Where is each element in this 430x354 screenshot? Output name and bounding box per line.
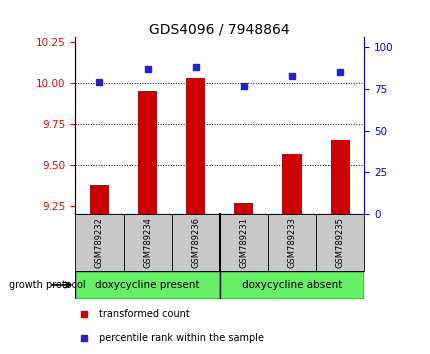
Text: growth protocol: growth protocol <box>9 280 85 290</box>
Bar <box>315 214 363 271</box>
Bar <box>171 214 219 271</box>
Bar <box>138 91 157 214</box>
Bar <box>219 214 267 271</box>
Bar <box>282 154 301 214</box>
Bar <box>186 78 205 214</box>
Text: percentile rank within the sample: percentile rank within the sample <box>98 332 263 343</box>
Bar <box>267 214 315 271</box>
Text: GSM789231: GSM789231 <box>239 217 248 268</box>
Text: doxycycline present: doxycycline present <box>95 280 200 290</box>
Bar <box>75 271 219 299</box>
Bar <box>89 185 109 214</box>
Text: GSM789235: GSM789235 <box>335 217 344 268</box>
Bar <box>75 214 123 271</box>
Text: GSM789232: GSM789232 <box>95 217 104 268</box>
Text: doxycycline absent: doxycycline absent <box>241 280 341 290</box>
Bar <box>219 271 363 299</box>
Bar <box>123 214 171 271</box>
Text: GSM789236: GSM789236 <box>191 217 200 268</box>
Text: GSM789233: GSM789233 <box>287 217 296 268</box>
Bar <box>234 203 253 214</box>
Text: GSM789234: GSM789234 <box>143 217 152 268</box>
Bar <box>330 141 349 214</box>
Text: transformed count: transformed count <box>98 309 189 320</box>
Title: GDS4096 / 7948864: GDS4096 / 7948864 <box>149 22 289 36</box>
